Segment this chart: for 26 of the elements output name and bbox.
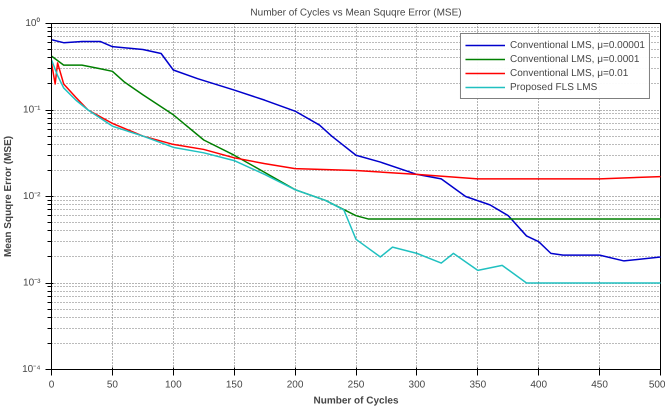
x-tick-label: 100 [164, 380, 182, 390]
y-tick-label: 10⁻² [23, 191, 42, 202]
legend-label: Proposed FLS LMS [510, 80, 598, 94]
y-tick-label: 10⁰ [25, 17, 40, 29]
x-tick-label: 300 [408, 380, 426, 390]
x-tick-label: 0 [48, 380, 55, 390]
line-series [52, 55, 660, 220]
x-tick-label: 150 [226, 380, 243, 390]
legend-label: Conventional LMS, μ=0.01 [510, 66, 628, 80]
line-series [52, 62, 660, 180]
x-tick-label: 250 [348, 380, 365, 390]
x-tick-label: 400 [530, 380, 548, 390]
y-tick-label: 10⁻⁴ [22, 364, 40, 375]
line-series [52, 38, 660, 262]
x-tick-label: 350 [469, 380, 487, 390]
chart-title: Number of Cycles vs Mean Squqre Error (MSE) [250, 8, 462, 18]
x-tick-label: 200 [286, 380, 304, 390]
x-tick-label: 500 [648, 380, 665, 390]
x-axis-title: Number of Cycles [313, 396, 399, 406]
legend-label: Conventional LMS, μ=0.0001 [510, 52, 640, 66]
y-tick-label: 10⁻¹ [23, 104, 42, 116]
y-tick-label: 10⁻³ [23, 278, 42, 288]
x-tick-label: 50 [106, 380, 118, 390]
legend-label: Conventional LMS, μ=0.00001 [510, 38, 645, 52]
x-tick-label: 450 [591, 380, 608, 390]
y-axis-title: Mean Squqre Error (MSE) [3, 136, 14, 258]
